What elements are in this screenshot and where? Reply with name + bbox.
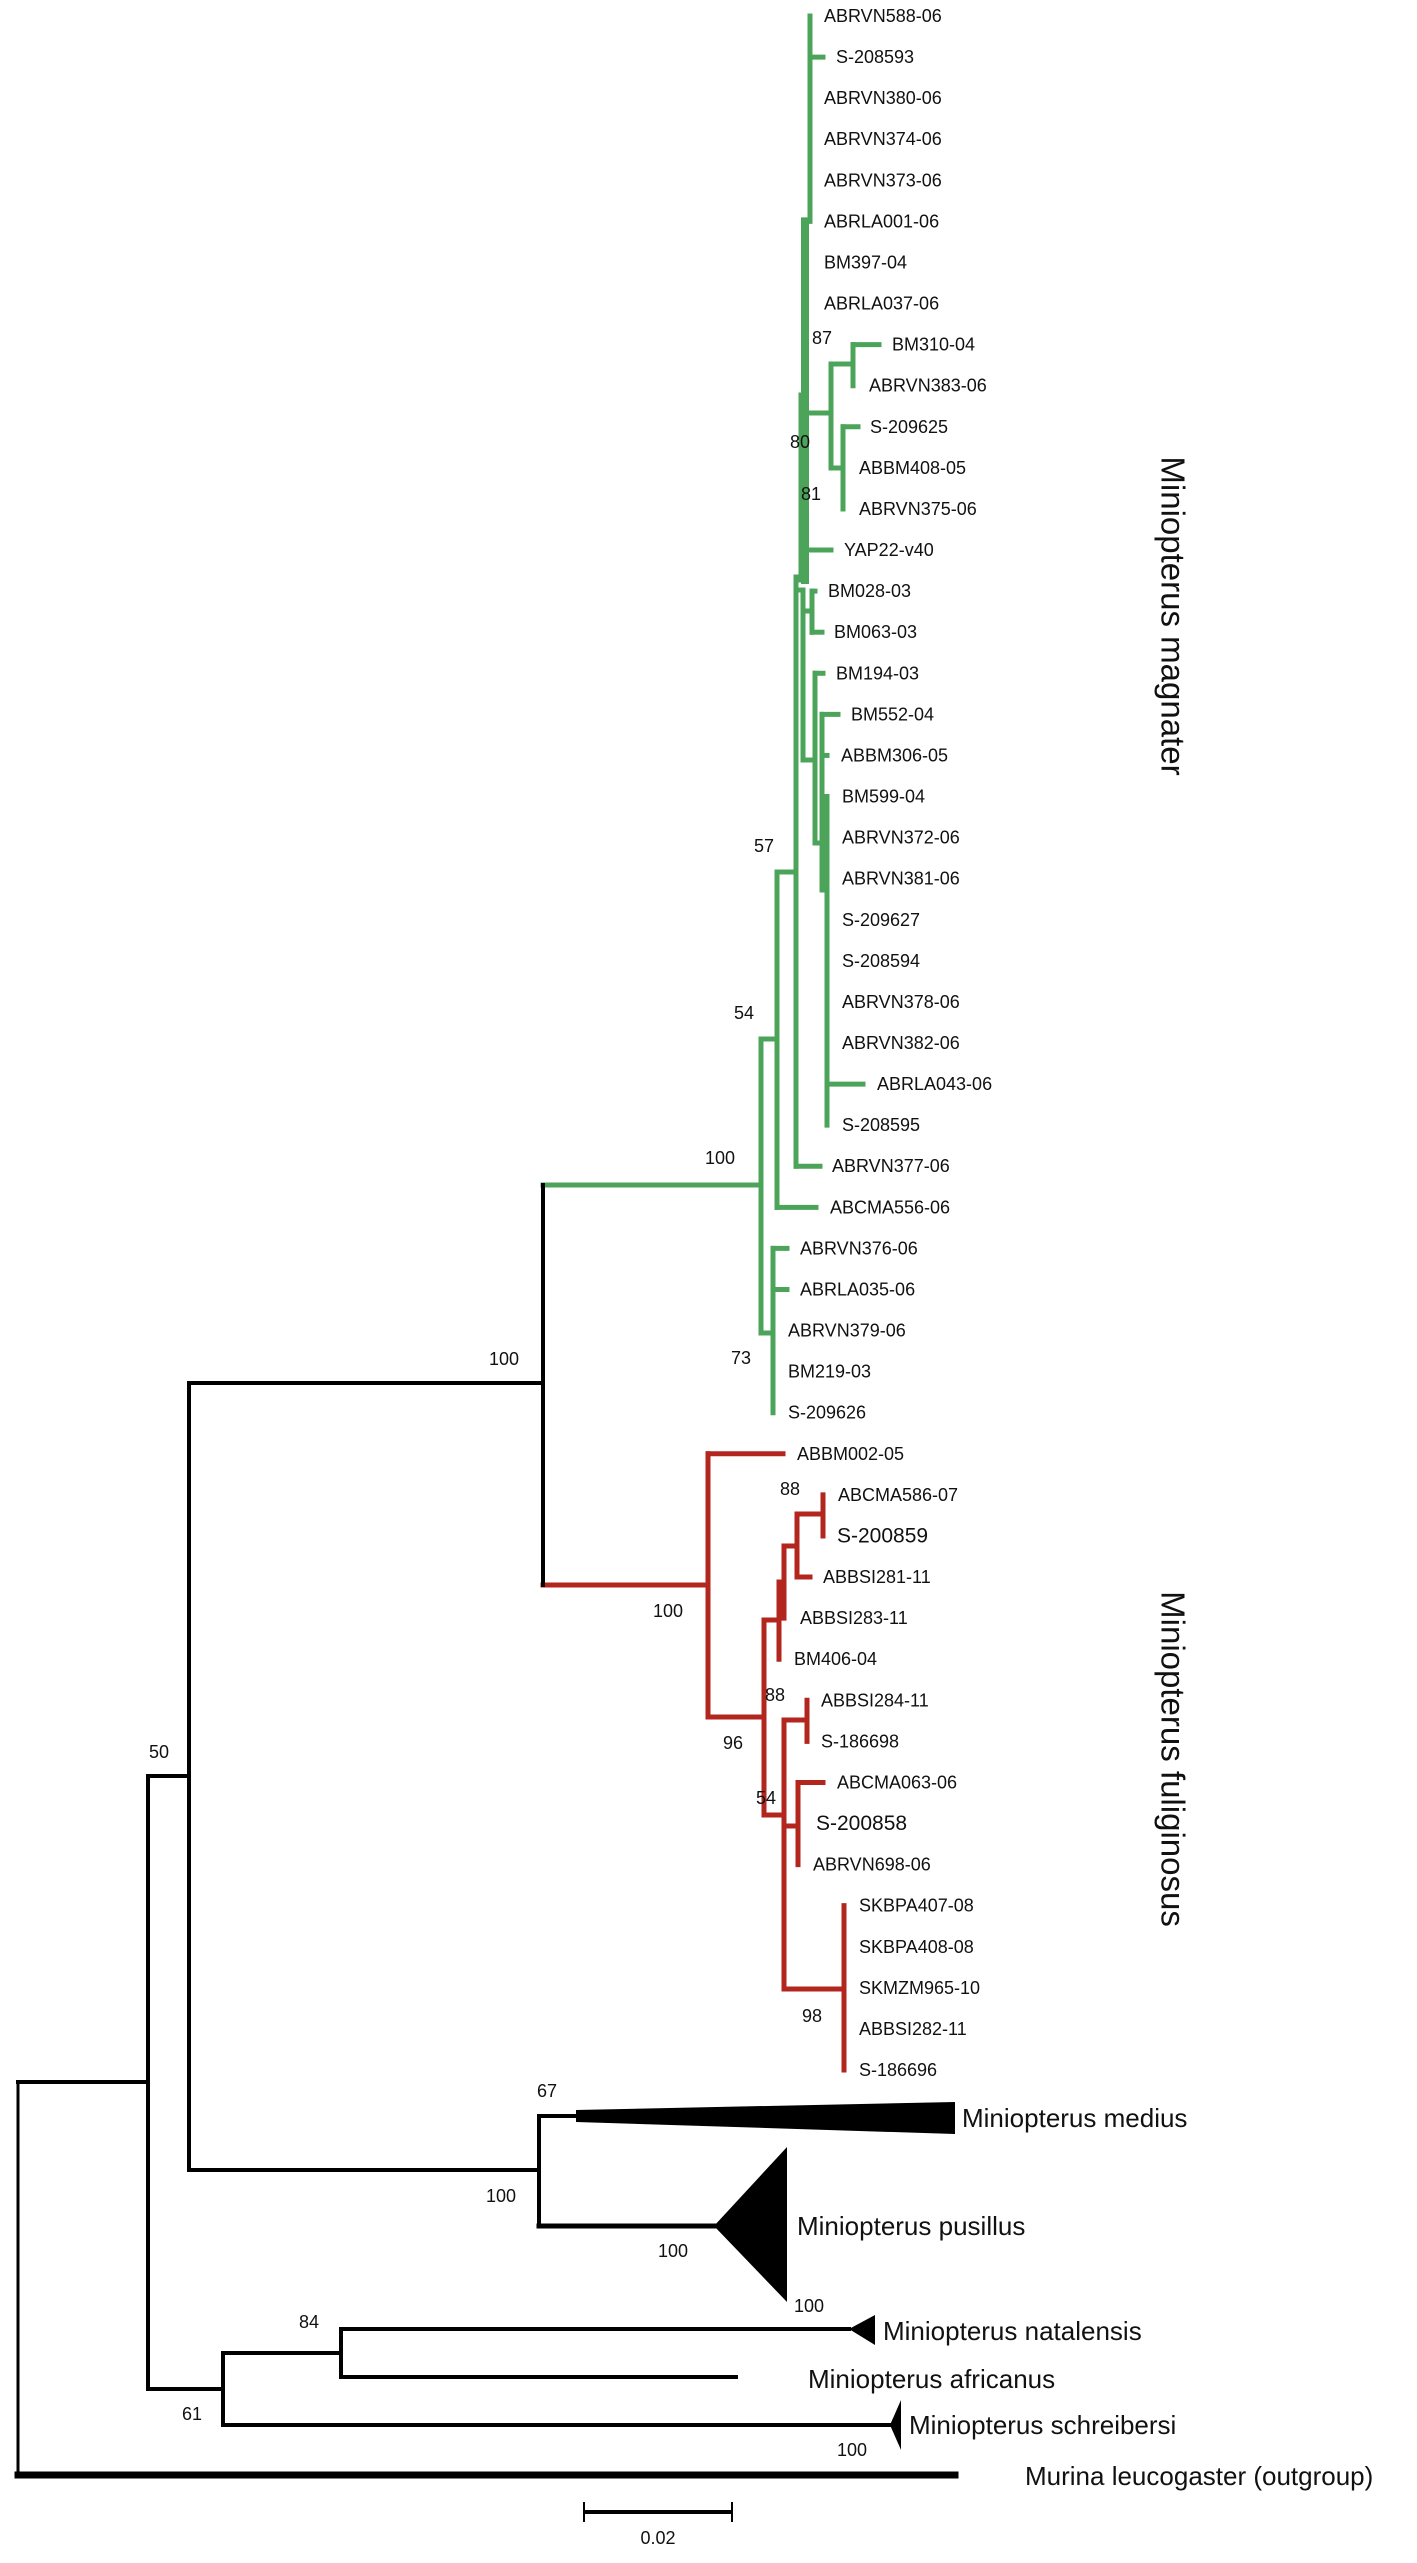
leaf-label: BM552-04 [851, 704, 934, 724]
leaf-label: ABCMA586-07 [838, 1485, 958, 1505]
leaf-label: ABRVN382-06 [842, 1033, 960, 1053]
scale-bar-label: 0.02 [640, 2528, 675, 2548]
leaf-label: SKBPA408-08 [859, 1937, 974, 1957]
bootstrap-value: 57 [754, 836, 774, 856]
bootstrap-value: 50 [149, 1742, 169, 1762]
clade-africanus-label: Miniopterus africanus [808, 2364, 1055, 2394]
leaf-label: ABRVN379-06 [788, 1321, 906, 1341]
leaf-label: S-208594 [842, 951, 920, 971]
leaf-label: BM599-04 [842, 787, 925, 807]
leaf-label: ABRVN698-06 [813, 1855, 931, 1875]
leaf-label: ABBSI283-11 [800, 1608, 908, 1628]
leaf-label: ABRVN378-06 [842, 992, 960, 1012]
leaf-label: S-209627 [842, 910, 920, 930]
natalensis-triangle [849, 2315, 875, 2345]
bootstrap-value: 81 [801, 484, 821, 504]
leaf-label: S-208595 [842, 1115, 920, 1135]
leaf-label: S-186696 [859, 2060, 937, 2080]
bootstrap-value: 54 [734, 1003, 754, 1023]
clade-pusillus-label: Miniopterus pusillus [797, 2211, 1025, 2241]
bootstrap-value: 88 [780, 1479, 800, 1499]
scale-bar: 0.02 [583, 2502, 733, 2548]
bootstrap-value: 100 [705, 1148, 735, 1168]
leaf-label: S-200858 [816, 1812, 907, 1835]
leaf-label: ABBM408-05 [859, 458, 966, 478]
bootstrap-value: 87 [812, 328, 832, 348]
bootstrap-value: 84 [299, 2312, 319, 2332]
leaf-label: ABRVN381-06 [842, 869, 960, 889]
leaf-label: S-186698 [821, 1731, 899, 1751]
clade-medius-label: Miniopterus medius [962, 2103, 1187, 2133]
bootstrap-value: 98 [802, 2006, 822, 2026]
bootstrap-labels: 87 80 81 57 54 100 73 100 88 88 96 54 98 100 50 67 100 10… [149, 328, 867, 2460]
leaf-label: S-209625 [870, 417, 948, 437]
schreibersi-triangle [890, 2400, 901, 2450]
leaf-label: BM063-03 [834, 622, 917, 642]
pusillus-triangle [714, 2147, 787, 2302]
leaf-label: BM397-04 [824, 252, 907, 272]
leaf-label: S-208593 [836, 47, 914, 67]
leaf-label: ABBSI284-11 [821, 1690, 929, 1710]
leaf-label: ABRVN373-06 [824, 170, 942, 190]
leaf-label: YAP22-v40 [844, 540, 934, 560]
bootstrap-value: 61 [182, 2404, 202, 2424]
leaf-label: ABRVN374-06 [824, 129, 942, 149]
leaf-label: ABRLA043-06 [877, 1074, 992, 1094]
bootstrap-value: 54 [756, 1788, 776, 1808]
bootstrap-value: 80 [790, 432, 810, 452]
leaf-label: ABBM306-05 [841, 745, 948, 765]
bootstrap-value: 88 [765, 1685, 785, 1705]
bootstrap-value: 100 [794, 2296, 824, 2316]
leaf-label: ABRVN372-06 [842, 828, 960, 848]
leaf-label: S-200859 [837, 1524, 928, 1547]
bootstrap-value: 100 [653, 1601, 683, 1621]
tree-branches [14, 13, 959, 2479]
bootstrap-value: 67 [537, 2081, 557, 2101]
leaf-label: ABRLA035-06 [800, 1279, 915, 1299]
leaf-label: ABRVN383-06 [869, 376, 987, 396]
leaf-labels: ABRVN588-06 S-208593 ABRVN380-06 ABRVN374-0… [788, 6, 992, 2080]
leaf-label: ABBSI282-11 [859, 2019, 967, 2039]
leaf-label: SKBPA407-08 [859, 1896, 974, 1916]
leaf-label: S-209626 [788, 1403, 866, 1423]
leaf-label: ABRLA001-06 [824, 211, 939, 231]
clade-schreibersi-label: Miniopterus schreibersi [909, 2410, 1176, 2440]
leaf-label: BM219-03 [788, 1362, 871, 1382]
clade-natalensis-label: Miniopterus natalensis [883, 2316, 1142, 2346]
leaf-label: ABRLA037-06 [824, 294, 939, 314]
bootstrap-value: 100 [486, 2186, 516, 2206]
leaf-label: ABCMA556-06 [830, 1197, 950, 1217]
leaf-label: ABRVN375-06 [859, 499, 977, 519]
leaf-label: ABBM002-05 [797, 1444, 904, 1464]
leaf-label: ABRVN588-06 [824, 6, 942, 26]
leaf-label: BM194-03 [836, 663, 919, 683]
leaf-label: ABRVN380-06 [824, 88, 942, 108]
bootstrap-value: 73 [731, 1348, 751, 1368]
leaf-label: ABRVN376-06 [800, 1238, 918, 1258]
leaf-label: ABCMA063-06 [837, 1772, 957, 1792]
clade-label-fuliginosus: Miniopterus fuliginosus [1155, 1591, 1192, 1927]
leaf-label: ABRVN377-06 [832, 1156, 950, 1176]
medius-triangle [576, 2102, 955, 2134]
bootstrap-value: 100 [489, 1349, 519, 1369]
bootstrap-value: 100 [658, 2241, 688, 2261]
clade-label-magnater: Miniopterus magnater [1155, 456, 1192, 775]
leaf-label: BM406-04 [794, 1649, 877, 1669]
outgroup-label: Murina leucogaster (outgroup) [1025, 2461, 1373, 2491]
leaf-label: ABBSI281-11 [823, 1567, 931, 1587]
bootstrap-value: 96 [723, 1733, 743, 1753]
bootstrap-value: 100 [837, 2440, 867, 2460]
leaf-label: BM028-03 [828, 581, 911, 601]
leaf-label: BM310-04 [892, 335, 975, 355]
leaf-label: SKMZM965-10 [859, 1978, 980, 1998]
